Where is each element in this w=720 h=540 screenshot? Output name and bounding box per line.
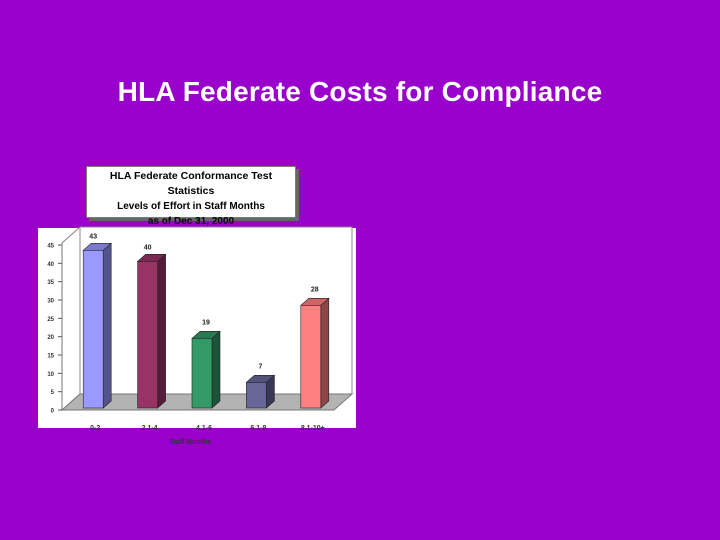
x-axis-title: Staff Months [169,439,211,446]
bar-side-2 [211,330,221,409]
y-tick-label: 5 [51,390,55,396]
data-label-0: 43 [89,233,97,240]
chart-title: HLA Federate Conformance Test Statistics [109,170,273,197]
bar-4 [300,305,322,409]
data-label-1: 40 [144,244,152,251]
y-tick-label: 0 [51,409,55,415]
bar-side-1 [157,253,166,409]
bar-0 [82,250,104,409]
category-label-1: 2.1-4 [142,425,158,432]
category-label-2: 4.1-6 [196,425,212,432]
y-tick-label: 25 [47,317,54,323]
y-tick-label: 20 [47,335,54,341]
y-tick-label: 40 [47,262,54,268]
y-tick-label: 15 [47,354,54,360]
bar-side-4 [320,297,330,409]
y-tick-label: 45 [47,244,54,250]
y-tick-label: 30 [47,299,54,305]
bar-side-0 [102,242,112,409]
chart-title-box: HLA Federate Conformance Test Statistics… [86,166,296,227]
category-label-3: 6.1-8 [250,425,266,432]
data-label-2: 19 [202,319,210,326]
slide-title: HLA Federate Costs for Compliance [117,76,603,107]
chart-subtitle-line-1: Levels of Effort in Staff Months [117,201,265,212]
chart-subtitle-line-2: as of Dec 31, 2000 [147,216,235,227]
y-tick-label: 35 [47,280,54,286]
data-label-4: 28 [311,286,319,293]
category-label-0: 0-2 [90,425,100,432]
category-label-4: 8.1-10+ [301,425,325,432]
bar-3 [246,382,267,409]
bar-2 [191,338,213,409]
side-wall [61,225,81,412]
y-tick-label: 10 [47,372,54,378]
data-label-3: 7 [258,363,262,370]
bar-1 [137,261,158,409]
